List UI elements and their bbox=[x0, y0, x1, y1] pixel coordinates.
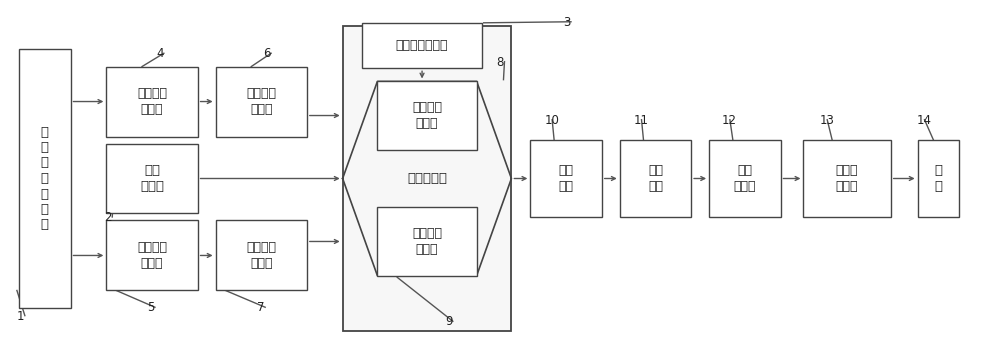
Text: 12: 12 bbox=[722, 114, 737, 127]
FancyBboxPatch shape bbox=[803, 140, 891, 217]
Text: 推挽调制器: 推挽调制器 bbox=[407, 172, 447, 185]
Text: 直流偏置电压源: 直流偏置电压源 bbox=[396, 39, 448, 52]
FancyBboxPatch shape bbox=[216, 66, 307, 136]
FancyBboxPatch shape bbox=[620, 140, 691, 217]
Text: 第二相位
调制器: 第二相位 调制器 bbox=[412, 227, 442, 256]
Text: 10: 10 bbox=[544, 114, 559, 127]
Text: 13: 13 bbox=[819, 114, 834, 127]
Text: 1: 1 bbox=[17, 310, 24, 323]
Text: 第二模数
转换器: 第二模数 转换器 bbox=[137, 241, 167, 270]
Text: 光电
探测器: 光电 探测器 bbox=[734, 164, 756, 193]
Text: 第一射频
驱动器: 第一射频 驱动器 bbox=[246, 87, 276, 116]
Text: 9: 9 bbox=[445, 315, 452, 328]
Text: 7: 7 bbox=[257, 301, 265, 314]
FancyBboxPatch shape bbox=[377, 207, 477, 276]
Text: 4: 4 bbox=[156, 47, 163, 60]
Text: 2: 2 bbox=[104, 211, 112, 224]
FancyBboxPatch shape bbox=[709, 140, 781, 217]
FancyBboxPatch shape bbox=[343, 26, 511, 331]
FancyBboxPatch shape bbox=[106, 144, 198, 213]
Text: 8: 8 bbox=[497, 56, 504, 69]
FancyBboxPatch shape bbox=[530, 140, 602, 217]
FancyBboxPatch shape bbox=[106, 66, 198, 136]
FancyBboxPatch shape bbox=[918, 140, 959, 217]
Text: 6: 6 bbox=[263, 47, 271, 60]
Text: 3: 3 bbox=[563, 16, 570, 29]
Text: 外腔
激光器: 外腔 激光器 bbox=[140, 164, 164, 193]
FancyBboxPatch shape bbox=[377, 81, 477, 150]
Text: 数
字
信
号
处
理
器: 数 字 信 号 处 理 器 bbox=[41, 126, 49, 231]
FancyBboxPatch shape bbox=[106, 221, 198, 291]
Text: 5: 5 bbox=[147, 301, 154, 314]
Text: 光滤
波器: 光滤 波器 bbox=[648, 164, 663, 193]
FancyBboxPatch shape bbox=[19, 49, 71, 308]
Text: 第二射频
驱动器: 第二射频 驱动器 bbox=[246, 241, 276, 270]
Text: 毫米波
放大器: 毫米波 放大器 bbox=[836, 164, 858, 193]
Text: 天
线: 天 线 bbox=[934, 164, 942, 193]
Text: 11: 11 bbox=[634, 114, 649, 127]
FancyBboxPatch shape bbox=[216, 221, 307, 291]
Text: 第一模数
转换器: 第一模数 转换器 bbox=[137, 87, 167, 116]
FancyBboxPatch shape bbox=[362, 23, 482, 68]
Text: 光放
大器: 光放 大器 bbox=[559, 164, 574, 193]
Text: 14: 14 bbox=[917, 114, 932, 127]
Text: 第一相位
调制器: 第一相位 调制器 bbox=[412, 101, 442, 130]
